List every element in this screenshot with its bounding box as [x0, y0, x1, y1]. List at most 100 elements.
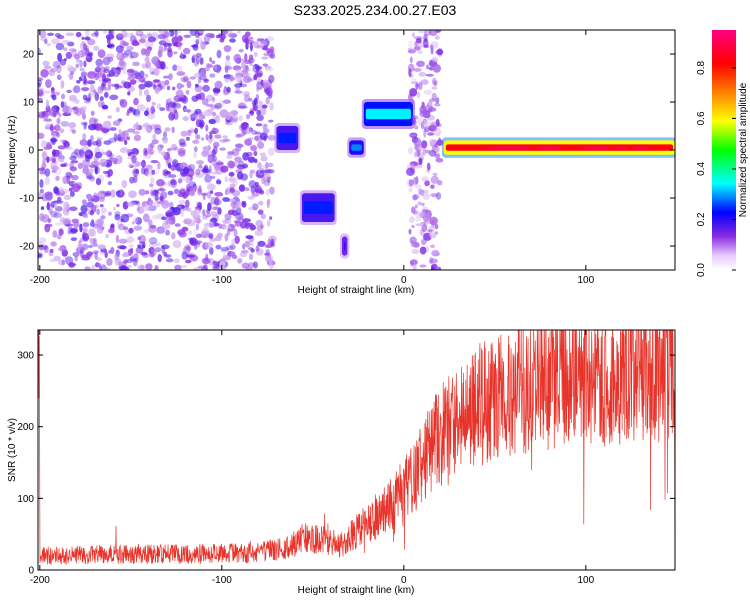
noise-blob — [108, 69, 115, 77]
noise-blob — [269, 102, 274, 111]
noise-blob — [260, 213, 267, 220]
colorbar: 0.0 0.2 0.4 0.6 0.8 Normalized spectral ampl… — [696, 30, 749, 277]
noise-blob — [249, 224, 256, 231]
noise-blob — [409, 88, 418, 97]
noise-blob — [126, 201, 136, 207]
noise-blob — [268, 147, 275, 157]
noise-blob — [145, 263, 153, 270]
noise-blob — [255, 123, 263, 127]
noise-blob — [173, 258, 180, 264]
noise-blob — [185, 89, 190, 95]
noise-blob — [422, 209, 429, 213]
noise-blob — [431, 92, 437, 101]
noise-blob — [202, 264, 208, 269]
noise-blob — [430, 184, 435, 189]
noise-blob — [79, 67, 85, 72]
noise-blob — [268, 74, 275, 84]
noise-blob — [245, 72, 251, 77]
noise-blob — [117, 60, 127, 70]
noise-blob — [145, 61, 152, 69]
noise-blob — [151, 101, 156, 106]
snr-series-line — [38, 330, 675, 566]
noise-blob — [254, 230, 264, 236]
noise-blob — [118, 238, 128, 244]
noise-blob — [127, 76, 135, 81]
noise-blob — [152, 59, 160, 67]
noise-blob — [202, 145, 211, 151]
noise-blob — [128, 244, 134, 248]
noise-blob — [63, 47, 68, 52]
noise-blob — [185, 259, 192, 264]
noise-blob — [149, 224, 157, 229]
noise-blob — [229, 74, 234, 82]
noise-blob — [38, 97, 43, 102]
noise-blob — [163, 30, 171, 37]
spectrogram-ytick-label: -10 — [20, 194, 35, 205]
noise-blob — [38, 167, 46, 171]
colorbar-ticks: 0.0 0.2 0.4 0.6 0.8 — [696, 61, 736, 277]
noise-blob — [135, 161, 140, 168]
noise-blob — [407, 63, 415, 72]
noise-blob — [164, 127, 171, 132]
noise-blob — [219, 147, 226, 151]
noise-blob — [423, 119, 431, 128]
noise-blob — [215, 244, 222, 250]
noise-blob — [238, 115, 243, 122]
noise-blob — [198, 92, 206, 101]
noise-blob — [418, 211, 425, 219]
noise-blob — [181, 84, 185, 88]
noise-blob — [93, 45, 100, 51]
spectrogram-ytick-label: 10 — [23, 98, 35, 109]
noise-blob — [61, 93, 66, 100]
noise-blob — [262, 63, 269, 67]
noise-blob — [130, 51, 139, 59]
noise-blob — [431, 56, 439, 63]
noise-blob — [68, 122, 77, 129]
noise-blob — [96, 248, 101, 253]
noise-blob — [196, 134, 201, 140]
noise-blob — [66, 175, 71, 185]
noise-blob — [188, 109, 196, 119]
noise-blob — [182, 192, 188, 199]
noise-blob — [408, 228, 412, 235]
noise-blob — [222, 99, 231, 104]
noise-blob — [90, 32, 99, 37]
noise-blob — [269, 186, 275, 195]
noise-blob — [190, 113, 196, 122]
noise-blob — [429, 258, 438, 264]
noise-blob — [99, 251, 106, 255]
noise-blob — [224, 225, 232, 230]
noise-blob — [160, 144, 164, 149]
noise-blob — [417, 49, 423, 55]
noise-blob — [226, 228, 231, 236]
noise-blob — [128, 70, 132, 80]
noise-blob — [133, 123, 140, 131]
noise-blob — [65, 173, 73, 179]
noise-blob — [102, 79, 108, 83]
noise-blob — [137, 236, 141, 240]
noise-blob — [55, 175, 60, 181]
noise-blob — [413, 138, 422, 148]
noise-blob — [116, 52, 122, 58]
noise-blob — [40, 206, 45, 211]
noise-blob — [119, 58, 125, 67]
noise-blob — [188, 181, 197, 188]
noise-blob — [417, 82, 423, 90]
noise-blob — [157, 188, 166, 192]
noise-blob — [261, 152, 267, 162]
noise-blob — [144, 80, 153, 88]
noise-blob — [96, 257, 102, 262]
noise-blob — [205, 94, 215, 102]
noise-blob — [201, 43, 206, 48]
noise-blob — [228, 160, 236, 169]
noise-blob — [194, 146, 198, 153]
noise-blob — [158, 30, 167, 34]
noise-blob — [266, 47, 271, 54]
noise-blob — [163, 75, 170, 79]
noise-blob — [413, 46, 421, 51]
noise-blob — [102, 83, 106, 88]
noise-blob — [134, 114, 142, 118]
noise-blob — [153, 200, 161, 208]
noise-blob — [123, 49, 133, 56]
noise-blob — [207, 202, 212, 211]
